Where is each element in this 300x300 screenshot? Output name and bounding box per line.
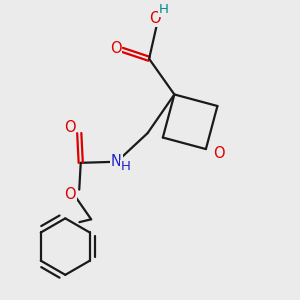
Text: N: N	[111, 154, 122, 169]
Text: O: O	[110, 41, 122, 56]
Text: H: H	[159, 3, 169, 16]
Text: H: H	[121, 160, 131, 173]
Text: O: O	[149, 11, 161, 26]
Text: O: O	[64, 120, 76, 135]
Text: O: O	[213, 146, 225, 161]
Text: O: O	[64, 188, 76, 202]
